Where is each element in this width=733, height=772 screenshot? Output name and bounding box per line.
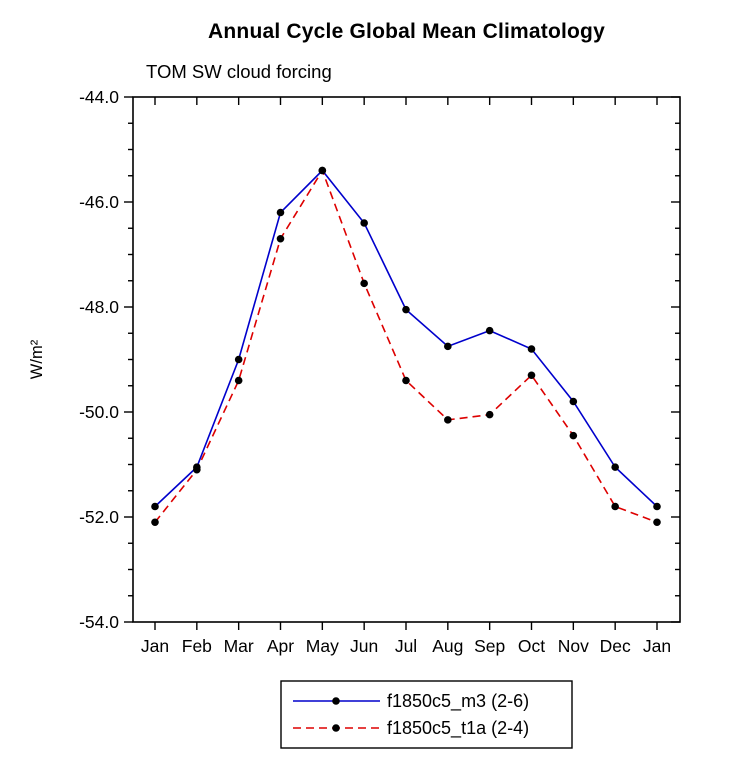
- data-point-series-1: [653, 518, 661, 527]
- x-tick-label: Jan: [141, 636, 169, 656]
- x-tick-label: Mar: [224, 636, 254, 656]
- y-tick-label: -46.0: [79, 192, 119, 212]
- chart-title: Annual Cycle Global Mean Climatology: [208, 20, 605, 43]
- x-tick-label: Nov: [558, 636, 589, 656]
- data-point-series-0: [402, 305, 410, 314]
- data-point-series-1: [611, 502, 619, 511]
- legend-label-0: f1850c5_m3 (2-6): [387, 691, 529, 712]
- data-point-series-1: [276, 234, 285, 243]
- data-point-series-0: [360, 219, 368, 227]
- series-line-1: [154, 168, 658, 523]
- data-point-series-0: [444, 342, 452, 351]
- y-tick-label: -44.0: [79, 87, 119, 107]
- data-point-series-1: [360, 279, 368, 288]
- x-tick-label: Dec: [600, 636, 631, 656]
- legend-marker-0: [332, 697, 340, 705]
- data-point-series-0: [653, 502, 661, 511]
- x-tick-label: Jan: [643, 636, 671, 656]
- data-point-series-1: [234, 376, 243, 385]
- data-point-series-0: [234, 355, 243, 364]
- data-point-series-1: [485, 410, 494, 419]
- y-tick-label: -54.0: [79, 612, 119, 632]
- y-tick-label: -50.0: [79, 402, 119, 422]
- data-point-series-0: [276, 208, 285, 217]
- legend-marker-1: [332, 724, 340, 732]
- x-tick-label: Jul: [395, 636, 417, 656]
- series-line-0: [154, 169, 658, 508]
- data-point-series-0: [611, 463, 619, 471]
- data-point-series-1: [193, 465, 201, 474]
- data-point-series-1: [569, 431, 578, 440]
- x-tick-label: Feb: [182, 636, 212, 656]
- x-tick-label: Apr: [267, 636, 294, 656]
- x-tick-label: Aug: [432, 636, 463, 656]
- x-tick-label: May: [306, 636, 339, 656]
- y-tick-label: -48.0: [79, 297, 119, 317]
- x-tick-label: Sep: [474, 636, 505, 656]
- y-tick-label: -52.0: [79, 507, 119, 527]
- chart-subtitle: TOM SW cloud forcing: [146, 61, 332, 82]
- data-point-series-1: [444, 416, 452, 424]
- data-point-series-0: [527, 345, 536, 353]
- data-point-series-1: [527, 371, 536, 380]
- data-point-series-1: [402, 376, 410, 385]
- data-point-series-0: [569, 397, 578, 406]
- x-tick-label: Jun: [350, 636, 378, 656]
- data-point-series-1: [151, 518, 159, 527]
- x-tick-label: Oct: [518, 636, 545, 656]
- y-axis-label: W/m²: [28, 339, 46, 379]
- data-point-series-1: [318, 166, 327, 175]
- data-point-series-0: [485, 326, 494, 335]
- legend-label-1: f1850c5_t1a (2-4): [387, 718, 529, 739]
- plot-frame: [132, 96, 681, 623]
- data-point-series-0: [151, 502, 159, 511]
- legend-box: [280, 680, 573, 749]
